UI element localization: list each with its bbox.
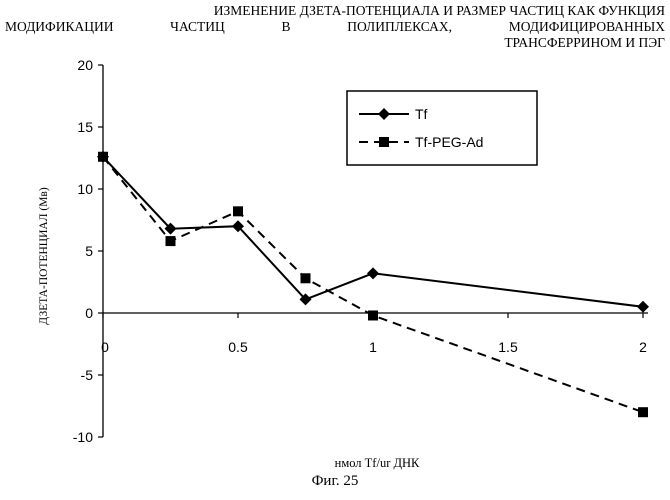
y-tick-label: 0 (85, 305, 93, 321)
figure-caption: Фиг. 25 (0, 473, 670, 490)
data-point-diamond (637, 301, 649, 313)
y-tick-label: 15 (77, 119, 93, 135)
y-tick-label: -10 (73, 429, 93, 445)
legend-marker-square (379, 137, 389, 147)
data-point-square (368, 310, 378, 320)
data-point-square (301, 273, 311, 283)
legend-entry: Tf-PEG-Ad (415, 134, 483, 150)
data-point-diamond (367, 267, 379, 279)
y-tick-label: 5 (85, 243, 93, 259)
data-point-square (166, 236, 176, 246)
y-tick-label: 10 (77, 181, 93, 197)
x-tick-label: 0.5 (228, 339, 248, 355)
data-point-square (98, 152, 108, 162)
series-line-0 (103, 157, 643, 307)
legend-box (347, 91, 537, 165)
legend-entry: Tf (415, 106, 428, 122)
x-tick-label: 1 (369, 339, 377, 355)
x-tick-label: 2 (639, 339, 647, 355)
series-line-1 (103, 157, 643, 412)
data-point-square (233, 206, 243, 216)
y-axis-label: ДЗЕТА-ПОТЕНЦИАЛ (Мв) (38, 187, 50, 325)
x-tick-label: 0 (101, 339, 109, 355)
y-tick-label: -5 (81, 367, 94, 383)
data-point-square (638, 407, 648, 417)
x-axis-label: нмол Tf/ur ДНК (335, 456, 420, 470)
y-tick-label: 20 (77, 57, 93, 73)
x-tick-label: 1.5 (498, 339, 518, 355)
